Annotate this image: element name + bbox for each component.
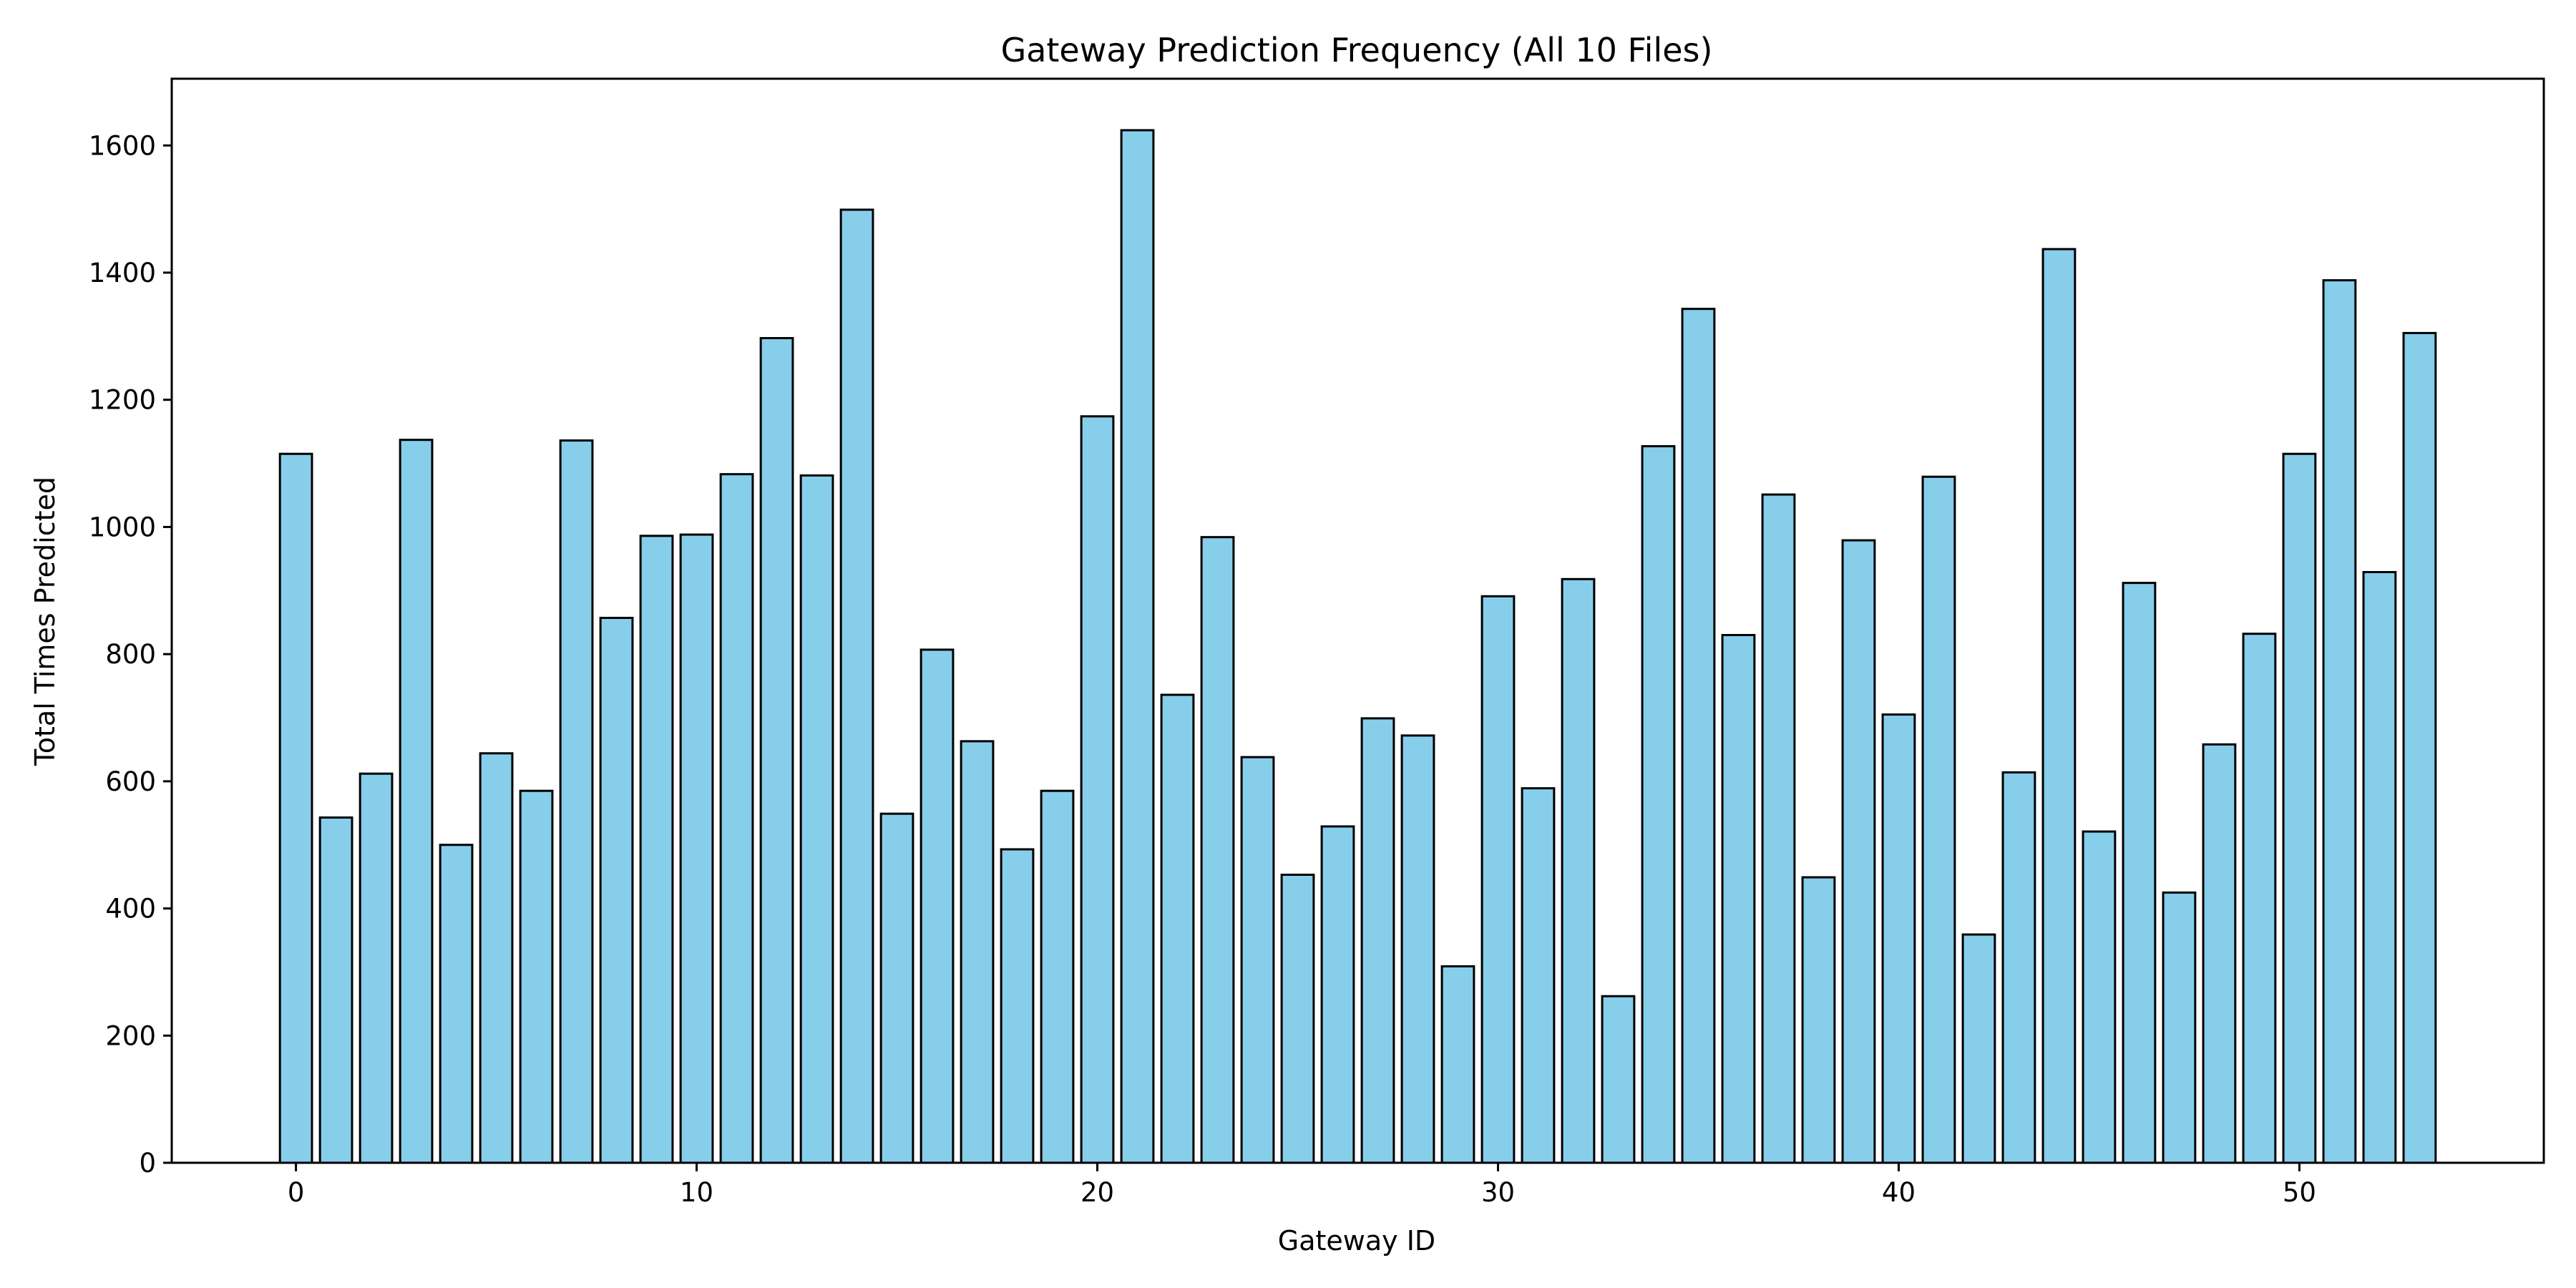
bar-gateway-49 [2242, 633, 2277, 1164]
bar-gateway-34 [1641, 445, 1676, 1164]
bar-gateway-13 [799, 474, 834, 1164]
y-tick-label: 1400 [89, 258, 156, 288]
y-axis-ticks: 0 200 400 600 800 1000 1200 1400 1600 [89, 130, 172, 1179]
y-tick-label: 400 [105, 894, 156, 924]
x-tick-label: 50 [2283, 1177, 2316, 1208]
bar-gateway-35 [1681, 308, 1716, 1164]
y-axis-label: Total Times Predicted [29, 477, 61, 766]
bar-gateway-19 [1040, 789, 1075, 1164]
y-tick-label: 1000 [89, 512, 156, 542]
bar-gateway-0 [278, 452, 313, 1164]
chart-title: Gateway Prediction Frequency (All 10 Fil… [1001, 31, 1713, 69]
bar-gateway-46 [2122, 582, 2157, 1164]
bar-gateway-32 [1561, 577, 1596, 1164]
y-tick-label: 1600 [89, 130, 156, 161]
bar-gateway-22 [1160, 693, 1195, 1164]
bar-gateway-2 [358, 772, 394, 1164]
bar-gateway-26 [1320, 825, 1355, 1164]
bar-gateway-39 [1841, 539, 1876, 1164]
bar-gateway-7 [559, 439, 594, 1164]
bar-gateway-1 [318, 816, 353, 1164]
x-axis-ticks: 0 10 20 30 40 50 [288, 1163, 2316, 1208]
bar-gateway-47 [2162, 891, 2197, 1164]
bar-gateway-43 [2001, 771, 2036, 1164]
bar-gateway-28 [1400, 734, 1435, 1164]
x-tick-label: 0 [288, 1177, 305, 1208]
bar-gateway-38 [1801, 876, 1836, 1164]
bar-gateway-45 [2082, 830, 2117, 1164]
x-tick-label: 10 [680, 1177, 713, 1208]
y-tick-label: 0 [139, 1148, 156, 1179]
bar-gateway-16 [919, 648, 955, 1164]
bar-gateway-20 [1080, 415, 1115, 1164]
y-tick-label: 200 [105, 1020, 156, 1051]
x-tick-label: 40 [1882, 1177, 1916, 1208]
bar-gateway-33 [1601, 995, 1636, 1164]
bar-gateway-10 [679, 533, 714, 1164]
bar-gateway-27 [1360, 717, 1395, 1164]
bar-gateway-25 [1280, 873, 1315, 1164]
bar-gateway-24 [1240, 756, 1275, 1164]
x-tick-label: 20 [1080, 1177, 1114, 1208]
x-axis-label: Gateway ID [1278, 1225, 1435, 1257]
bar-gateway-53 [2402, 331, 2437, 1164]
bar-gateway-5 [479, 752, 514, 1164]
y-tick-label: 800 [105, 639, 156, 670]
bar-gateway-51 [2322, 279, 2357, 1164]
bar-gateway-36 [1721, 633, 1756, 1164]
y-tick-label: 1200 [89, 385, 156, 416]
bar-gateway-6 [519, 789, 554, 1164]
bar-gateway-21 [1120, 129, 1155, 1164]
bar-gateway-15 [879, 812, 914, 1164]
bar-gateway-29 [1440, 965, 1475, 1164]
plot-frame [170, 77, 2545, 1164]
bar-gateway-23 [1200, 536, 1235, 1164]
bar-gateway-44 [2041, 248, 2077, 1164]
bar-gateway-40 [1881, 713, 1916, 1164]
bar-gateway-31 [1521, 787, 1556, 1164]
bar-gateway-12 [759, 337, 794, 1164]
bar-gateway-17 [960, 740, 995, 1164]
bar-gateway-11 [719, 473, 754, 1164]
bar-gateway-3 [399, 439, 434, 1164]
bar-gateway-8 [599, 617, 634, 1164]
bar-gateway-37 [1761, 493, 1796, 1164]
bar-gateway-42 [1961, 933, 1996, 1164]
bar-gateway-48 [2202, 743, 2237, 1164]
y-tick-label: 600 [105, 766, 156, 797]
bar-gateway-52 [2362, 571, 2397, 1164]
x-tick-label: 30 [1481, 1177, 1515, 1208]
bars-group [278, 129, 2437, 1164]
bar-gateway-18 [1000, 848, 1035, 1164]
bar-gateway-9 [639, 535, 674, 1164]
bar-gateway-41 [1921, 475, 1956, 1164]
bar-gateway-30 [1480, 595, 1516, 1164]
bar-gateway-50 [2282, 452, 2317, 1164]
bar-gateway-14 [839, 208, 874, 1164]
bar-gateway-4 [439, 844, 474, 1164]
